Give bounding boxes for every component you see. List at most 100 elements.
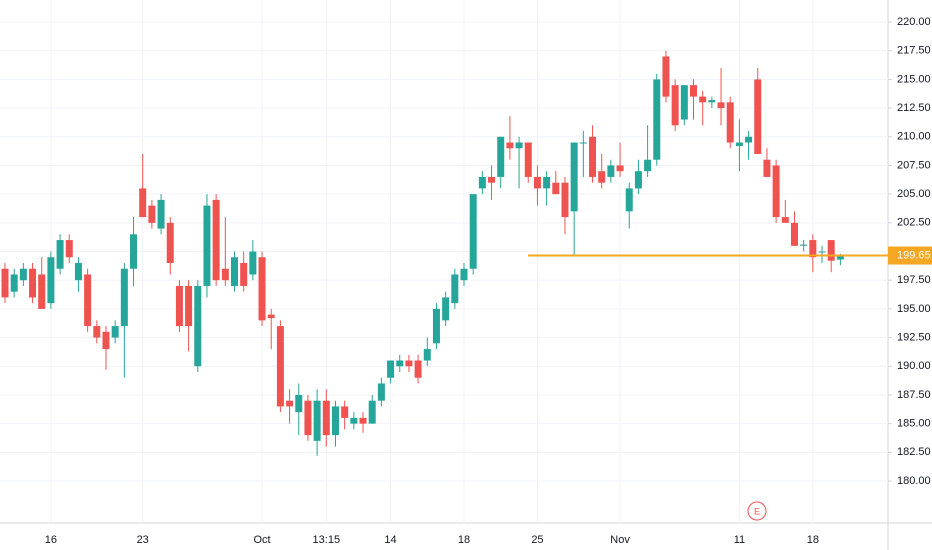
candle-body [212, 199, 220, 281]
y-tick-label: 197.50 [897, 274, 931, 286]
candle-body [84, 274, 92, 327]
candle-body [276, 326, 284, 407]
candle-body [781, 217, 789, 223]
candle-body [570, 142, 578, 212]
candle-body [405, 360, 413, 367]
candle-body [350, 417, 358, 424]
candle-body [589, 136, 597, 177]
candle-body [800, 244, 808, 246]
x-tick-label: Nov [610, 534, 630, 546]
y-tick-label: 220.00 [897, 16, 931, 28]
candle-body [74, 262, 82, 281]
y-tick-label: 185.00 [897, 418, 931, 430]
candle-body [240, 262, 248, 286]
event-marker [747, 501, 767, 521]
candle-body [368, 400, 376, 424]
x-tick-label: 18 [458, 534, 470, 546]
candle-body [478, 176, 486, 189]
candle-body [267, 314, 275, 319]
y-tick-label: 187.50 [897, 389, 931, 401]
y-tick-label: 207.50 [897, 159, 931, 171]
candle-body [304, 400, 312, 436]
candle-body [809, 240, 817, 258]
candle-body [533, 176, 541, 189]
candle-body [680, 85, 688, 120]
candle-body [10, 274, 18, 292]
candle-body [735, 142, 743, 146]
candle-body [93, 326, 101, 338]
candle-body [231, 257, 238, 286]
candle-body [432, 308, 440, 344]
candle-body [671, 85, 679, 126]
candle-body [322, 400, 330, 436]
candle-body [442, 297, 450, 321]
y-tick-label: 212.50 [897, 102, 931, 114]
candle-body [524, 142, 532, 177]
candle-body [836, 255, 844, 260]
candle-body [65, 240, 73, 258]
candle-body [139, 188, 147, 218]
candle-body [818, 251, 826, 253]
candle-body [708, 100, 716, 103]
candle-body [644, 159, 652, 172]
candle-body [221, 268, 229, 281]
candle-body [515, 142, 523, 149]
candle-body [29, 268, 37, 298]
y-tick-label: 190.00 [897, 360, 931, 372]
x-tick-label: Oct [253, 534, 270, 546]
y-tick-label: 195.00 [897, 303, 931, 315]
y-tick-label: 182.50 [897, 446, 931, 458]
y-tick-label: 180.00 [897, 475, 931, 487]
y-tick-label: 210.00 [897, 131, 931, 143]
candle-body [313, 400, 321, 441]
candle-body [497, 136, 505, 177]
candle-body [488, 176, 496, 183]
candle-body [148, 205, 156, 223]
candle-body [717, 102, 725, 109]
y-tick-label: 217.50 [897, 45, 931, 57]
candle-body [387, 360, 395, 378]
candle-body [506, 142, 514, 149]
candle-body [295, 394, 303, 413]
candle-body [47, 257, 55, 304]
x-tick-label: 14 [384, 534, 396, 546]
candle-body [396, 360, 404, 367]
candle-body [598, 171, 606, 183]
candle-body [19, 268, 27, 281]
candle-body [653, 79, 661, 160]
candle-body [616, 165, 624, 172]
candle-body [258, 257, 266, 321]
candle-body [579, 142, 587, 144]
candle-body [414, 360, 422, 378]
candle-body [763, 159, 771, 177]
candle-body [1, 268, 9, 298]
candle-body [543, 176, 551, 189]
candle-body [690, 85, 697, 97]
candle-body [377, 383, 385, 401]
x-tick-label: 18 [807, 534, 819, 546]
candle-body [451, 274, 459, 304]
candle-body [726, 102, 734, 143]
candle-body [130, 234, 138, 269]
event-marker-label: E [754, 506, 760, 516]
candle-body [331, 406, 339, 436]
y-tick-label: 215.00 [897, 73, 931, 85]
candle-body [460, 268, 468, 281]
candle-body [607, 165, 615, 177]
candle-body [341, 406, 349, 418]
candle-body [699, 96, 707, 103]
candle-body [772, 165, 780, 218]
candle-body [102, 331, 110, 350]
candle-body [662, 56, 670, 97]
candle-body [359, 417, 367, 424]
candle-body [120, 268, 128, 327]
candle-body [423, 349, 431, 361]
candle-body [56, 240, 64, 269]
price-label: 199.65 [897, 249, 931, 261]
candle-body [634, 171, 642, 189]
candle-body [827, 240, 835, 261]
candle-body [286, 400, 294, 407]
candle-body [111, 326, 119, 338]
x-tick-label: 13:15 [313, 534, 341, 546]
candle-body [157, 199, 165, 229]
